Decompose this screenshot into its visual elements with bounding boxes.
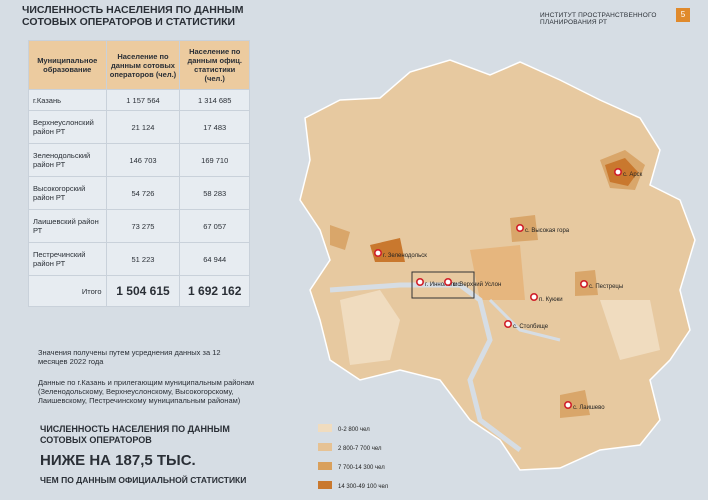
table-cell: 58 283 <box>179 176 250 210</box>
table-cell: 73 275 <box>105 209 181 243</box>
table-row: Итого 1 504 615 1 692 162 <box>28 275 250 307</box>
table-cell: 21 124 <box>105 110 181 144</box>
table-cell: Высокогорский район РТ <box>28 176 107 210</box>
slide-title: ЧИСЛЕННОСТЬ НАСЕЛЕНИЯ ПО ДАННЫМ СОТОВЫХ … <box>22 4 244 28</box>
table-cell: 1 314 685 <box>179 89 250 111</box>
table-cell: Пестречинский район РТ <box>28 242 107 276</box>
district-mid <box>330 225 350 250</box>
table-cell: 146 703 <box>105 143 181 177</box>
table-row: Пестречинский район РТ 51 223 64 944 <box>28 242 250 276</box>
district-light <box>340 290 400 365</box>
place-label: с. Пестрецы <box>589 284 623 290</box>
kazan-city <box>470 245 525 300</box>
table-cell: Итого <box>28 275 107 307</box>
table-cell: Зеленодольский район РТ <box>28 143 107 177</box>
column-header: Население по данным офиц. статистики (че… <box>179 40 250 90</box>
place-marker <box>415 277 424 286</box>
place-label: с. Столбище <box>513 324 549 330</box>
table-cell: 1 157 564 <box>105 89 181 111</box>
institute: ИНСТИТУТ ПРОСТРАНСТВЕННОГО ПЛАНИРОВАНИЯ … <box>540 12 657 26</box>
table-cell: Верхнеуслонский район РТ <box>28 110 107 144</box>
legend-swatch <box>318 481 332 489</box>
legend-swatch <box>318 424 332 432</box>
legend-label: 7 700-14 300 чел <box>338 465 385 471</box>
note: Данные по г.Казань и прилегающим муницип… <box>38 378 255 405</box>
river <box>488 298 561 342</box>
place-label: г. Иннополис <box>425 282 460 288</box>
place-label: г. Зеленодольск <box>383 253 427 259</box>
river <box>329 282 522 452</box>
table-row: Высокогорский район РТ 54 726 58 283 <box>28 176 250 210</box>
district-mid <box>560 390 590 418</box>
note: Значения получены путем усреднения данны… <box>38 348 221 366</box>
legend-label: 14 300-49 100 чел <box>338 484 389 490</box>
table-cell: 64 944 <box>179 242 250 276</box>
place-marker <box>613 168 622 177</box>
callout: ЧИСЛЕННОСТЬ НАСЕЛЕНИЯ ПО ДАННЫМ СОТОВЫХ … <box>40 424 230 445</box>
place-marker <box>503 319 512 328</box>
table-header: Муниципальное образование Население по д… <box>28 40 250 90</box>
place-marker <box>515 224 524 233</box>
column-header: Население по данным сотовых операторов (… <box>105 40 181 90</box>
table-cell: 67 057 <box>179 209 250 243</box>
district-mid <box>510 215 538 242</box>
table-cell: 1 504 615 <box>105 275 181 307</box>
callout-highlight: НИЖЕ НА 187,5 ТЫС. <box>40 452 196 469</box>
table-cell: 51 223 <box>105 242 181 276</box>
callout: ЧЕМ ПО ДАННЫМ ОФИЦИАЛЬНОЙ СТАТИСТИКИ <box>40 475 247 485</box>
place-marker <box>373 249 382 258</box>
district-light <box>600 300 660 360</box>
place-marker <box>579 279 588 288</box>
place-label: с. Высокая гора <box>525 228 570 234</box>
place-label: с. Верхний Услон <box>453 281 501 288</box>
table-row: Верхнеуслонский район РТ 21 124 17 483 <box>28 110 250 144</box>
legend-label: 2 800-7 700 чел <box>338 446 382 452</box>
population-table: Муниципальное образование Население по д… <box>28 40 250 307</box>
table-row: Лаишевский район РТ 73 275 67 057 <box>28 209 250 243</box>
inset-frame <box>411 271 475 299</box>
table-row: Зеленодольский район РТ 146 703 169 710 <box>28 143 250 177</box>
page-number: 5 <box>676 8 690 22</box>
place-label: с. Арск <box>623 172 643 178</box>
table-cell: 17 483 <box>179 110 250 144</box>
place-marker <box>563 400 572 409</box>
legend-swatch <box>318 443 332 451</box>
place-marker <box>529 292 538 301</box>
legend-swatch <box>318 462 332 470</box>
table-row: г.Казань 1 157 564 1 314 685 <box>28 89 250 111</box>
column-header: Муниципальное образование <box>28 40 107 90</box>
legend-label: 0-2 800 чел <box>338 427 370 433</box>
place-label: п. Куюки <box>539 297 563 303</box>
place-label: с. Лаишево <box>573 405 605 411</box>
place-marker <box>443 277 452 286</box>
table-cell: 1 692 162 <box>179 275 250 307</box>
